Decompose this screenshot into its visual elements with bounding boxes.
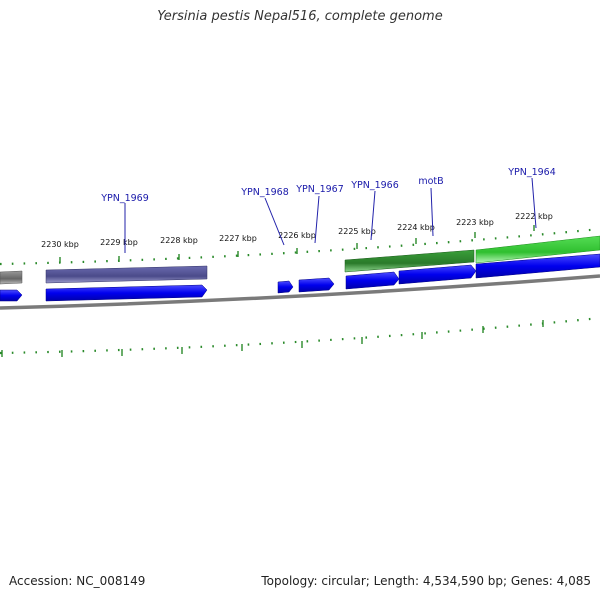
cds-arrow-left-edge (0, 289, 23, 302)
scale-label-2226: 2226 kbp (278, 231, 316, 240)
gene-labels: YPN_1969 YPN_1968 YPN_1967 YPN_1966 motB… (100, 167, 556, 204)
feature-track (0, 235, 600, 285)
feature-green-light-ypn1964 (475, 235, 600, 264)
gene-label-lines (124, 177, 537, 253)
cds-arrow-motb (398, 264, 477, 285)
feature-purple-ypn1969 (45, 265, 208, 284)
cds-arrow-ypn1968 (277, 280, 294, 294)
scale-label-2225: 2225 kbp (338, 227, 376, 236)
leader-line-ypn1968 (264, 197, 285, 246)
scale-label-2223: 2223 kbp (456, 218, 494, 227)
cds-arrow-ypn1967 (298, 277, 335, 293)
leader-line-motb (430, 187, 434, 237)
feature-green-dark-motb (344, 249, 475, 273)
gene-label-ypn1968: YPN_1968 (240, 187, 289, 198)
outer-tick-ring (0, 227, 600, 266)
tick-ring-upper (0, 227, 600, 266)
gene-label-ypn1969: YPN_1969 (100, 193, 149, 204)
accession-text: Accession: NC_008149 (9, 574, 146, 588)
genome-backbone (0, 274, 600, 310)
cds-arrow-ypn1964 (475, 253, 600, 279)
tick-ring-lower (0, 316, 600, 355)
gene-label-ypn1964: YPN_1964 (507, 167, 556, 178)
scale-label-2224: 2224 kbp (397, 223, 435, 232)
inner-tick-ring (0, 316, 600, 357)
scale-label-2227: 2227 kbp (219, 234, 257, 243)
leader-line-ypn1966 (370, 190, 376, 241)
major-ticks (59, 225, 535, 263)
gene-label-motb: motB (418, 176, 443, 187)
genome-summary-text: Topology: circular; Length: 4,534,590 bp… (261, 574, 591, 588)
leader-line-ypn1964 (531, 177, 537, 229)
cds-arrow-ypn1966 (345, 271, 400, 290)
scale-label-2229: 2229 kbp (100, 238, 138, 247)
scale-label-2222: 2222 kbp (515, 212, 553, 221)
cds-arrow-ypn1969 (45, 284, 208, 302)
scale-label-2230: 2230 kbp (41, 240, 79, 249)
scale-labels: 2230 kbp 2229 kbp 2228 kbp 2227 kbp 2226… (41, 212, 553, 249)
scale-label-2228: 2228 kbp (160, 236, 198, 245)
gene-label-ypn1967: YPN_1967 (295, 184, 344, 195)
gene-label-ypn1966: YPN_1966 (350, 180, 399, 191)
leader-line-ypn1967 (314, 195, 320, 244)
map-title: Yersinia pestis Nepal516, complete genom… (157, 9, 443, 24)
feature-gray-left (0, 270, 23, 285)
cds-track (0, 253, 600, 302)
